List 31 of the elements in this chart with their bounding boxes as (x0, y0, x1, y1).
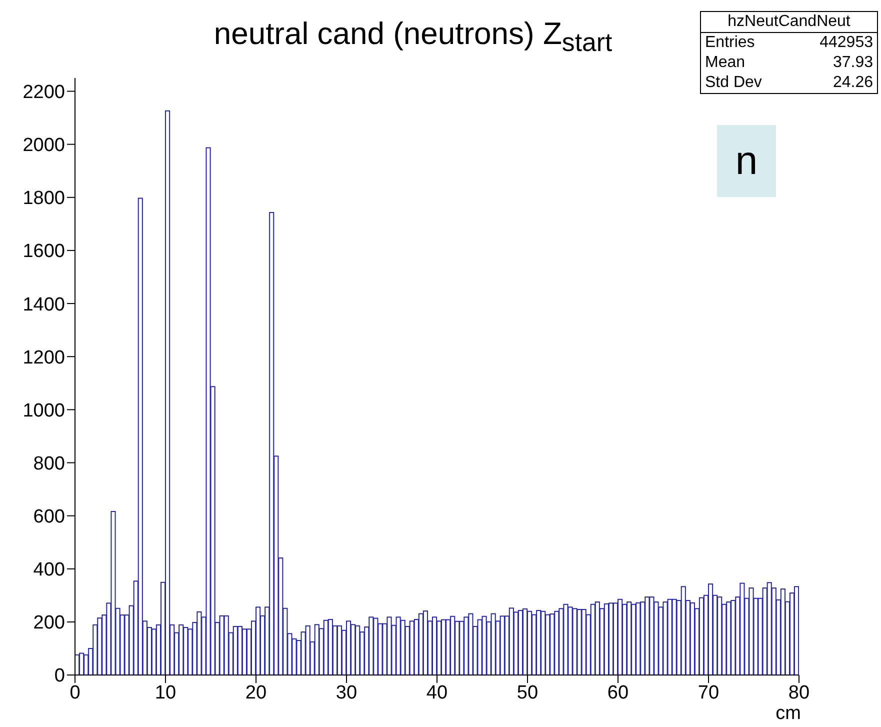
annotation: n (717, 125, 776, 197)
x-tick-label: 70 (698, 682, 720, 704)
x-tick-label: 80 (788, 682, 810, 704)
y-tick-label: 1800 (22, 188, 65, 210)
text: 37.93 (832, 54, 873, 72)
text: Mean (705, 54, 746, 72)
text: 442953 (820, 34, 873, 52)
y-tick-label: 1600 (22, 241, 65, 262)
x-tick-label: 30 (336, 682, 358, 704)
y-tick-label: 800 (33, 453, 65, 474)
y-tick-label: 600 (33, 506, 65, 528)
y-tick-label: 200 (33, 612, 65, 634)
y-tick-label: 400 (33, 560, 65, 581)
y-tick-label: 1200 (22, 347, 65, 368)
text: hzNeutCandNeut (701, 12, 877, 33)
chart-title: neutral cand (neutrons) Z$_{start}$ (212, 16, 614, 58)
x-tick-label: 20 (245, 682, 267, 704)
x-tick-label: 50 (516, 682, 538, 704)
x-tick-label: 0 (70, 682, 80, 704)
annotation: Std Dev (705, 74, 762, 92)
y-tick-label: 0 (54, 666, 65, 687)
x-axis-title: cm (776, 703, 801, 725)
text: 24.26 (832, 74, 873, 92)
text: Entries (705, 34, 755, 52)
y-tick-label: 1400 (22, 294, 65, 316)
x-tick-label: 60 (607, 682, 629, 704)
y-tick-label: 2000 (22, 135, 65, 156)
x-tick-label: 10 (154, 682, 176, 704)
y-tick-label: 2200 (22, 82, 65, 104)
x-tick-label: 40 (426, 682, 448, 704)
y-tick-label: 1000 (22, 400, 65, 422)
